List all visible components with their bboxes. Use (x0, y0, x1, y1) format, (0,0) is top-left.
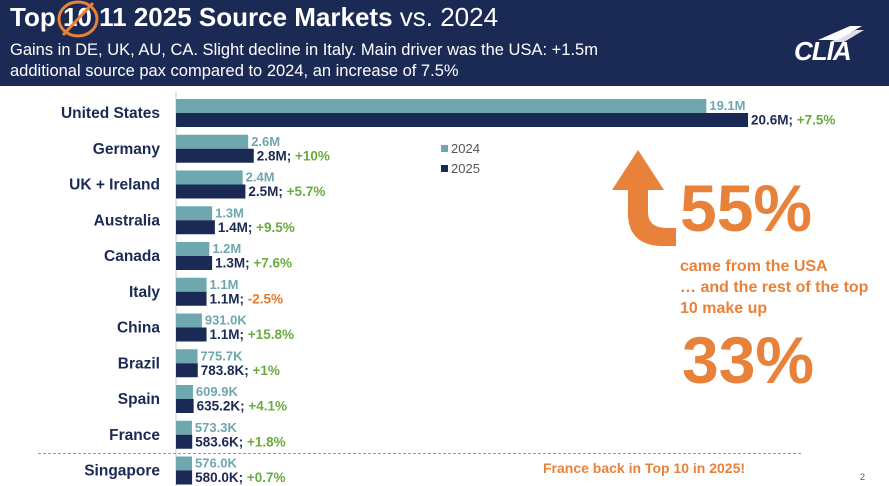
top10-divider (38, 453, 801, 454)
data-label-2025: 1.4M; +9.5% (218, 220, 295, 235)
bar-2025 (176, 148, 254, 163)
data-label-2024: 1.3M (215, 205, 244, 220)
category-label: Singapore (84, 463, 160, 480)
category-label: UK + Ireland (69, 177, 160, 194)
category-label: United States (61, 105, 160, 122)
rest-note-line: … and the rest of the top 10 make up (680, 279, 869, 317)
bar-2025 (176, 363, 198, 378)
strike-circle-icon (57, 0, 99, 38)
data-label-2024: 573.3K (195, 420, 238, 435)
clia-logo: CLIA (790, 22, 870, 68)
category-label: China (117, 320, 160, 337)
category-label: Italy (129, 284, 160, 301)
legend-label-2024: 2024 (451, 141, 480, 156)
data-label-2025: 580.0K; +0.7% (195, 470, 285, 485)
category-label: Spain (118, 391, 160, 408)
data-label-2024: 19.1M (709, 98, 745, 113)
data-label-2025: 1.1M; +15.8% (210, 327, 294, 342)
data-label-2024: 1.2M (212, 241, 241, 256)
data-label-2025: 583.6K; +1.8% (195, 434, 285, 449)
data-label-2025: 783.8K; +1% (201, 363, 280, 378)
bar-2024 (176, 134, 249, 149)
legend-swatch-2024 (441, 145, 448, 152)
usa-note-line: came from the USA (680, 258, 828, 275)
category-label: Canada (104, 248, 160, 265)
category-label: Germany (93, 141, 161, 158)
data-label-2024: 2.6M (251, 134, 280, 149)
page-number: 2 (860, 472, 866, 482)
data-label-2025: 635.2K; +4.1% (197, 399, 287, 414)
france-note: France back in Top 10 in 2025! (543, 460, 746, 476)
header-bar: Top 10 11 2025 Source Markets vs. 2024 G… (0, 0, 889, 86)
data-label-2024: 576.0K (195, 456, 238, 471)
data-label-2024: 775.7K (201, 348, 244, 363)
bar-2025 (176, 220, 215, 235)
category-label: Brazil (118, 355, 160, 372)
bar-2024 (176, 277, 207, 292)
data-label-2024: 609.9K (196, 384, 239, 399)
data-label-2024: 931.0K (205, 313, 248, 328)
struck-number: 10 (57, 0, 99, 38)
data-label-2025: 1.3M; +7.6% (215, 256, 292, 271)
rest-share-percent: 33% (682, 323, 815, 397)
bar-2024 (176, 385, 193, 399)
bar-2024 (176, 420, 192, 435)
bar-chart: United States 19.1M 20.6M; +7.5% Germany 2.6… (61, 92, 835, 486)
data-label-2025: 2.5M; +5.7% (248, 184, 325, 199)
bar-2024 (176, 313, 202, 328)
data-label-2024: 2.4M (246, 170, 275, 185)
legend-label-2025: 2025 (451, 161, 480, 176)
data-label-2025: 1.1M; -2.5% (210, 291, 284, 306)
bar-2024 (176, 349, 198, 364)
bar-2025 (176, 434, 193, 449)
category-label: France (109, 427, 160, 444)
bar-2025 (176, 399, 194, 413)
bar-2025 (176, 256, 213, 270)
legend-swatch-2025 (441, 165, 448, 172)
usa-share-note: came from the USA … and the rest of the … (680, 256, 880, 319)
bar-2025 (176, 184, 246, 199)
bar-2024 (176, 170, 243, 185)
page-title: Top 10 11 2025 Source Markets vs. 2024 (10, 0, 498, 38)
page-subtitle: Gains in DE, UK, AU, CA. Slight decline … (10, 41, 598, 80)
ship-icon (818, 26, 864, 42)
category-label: Australia (94, 212, 161, 229)
bar-2025 (176, 470, 193, 485)
up-arrow-icon (612, 150, 676, 246)
logo-text: CLIA (794, 36, 852, 66)
data-label-2025: 2.8M; +10% (257, 148, 330, 163)
usa-share-percent: 55% (680, 171, 813, 245)
bar-2025 (176, 291, 207, 306)
bar-2024 (176, 242, 210, 256)
data-label-2024: 1.1M (210, 277, 239, 292)
data-label-2025: 20.6M; +7.5% (751, 113, 835, 128)
bar-2024 (176, 99, 707, 113)
bar-2025 (176, 113, 748, 127)
bar-2024 (176, 206, 213, 221)
bar-2025 (176, 327, 207, 342)
bar-2024 (176, 456, 192, 471)
